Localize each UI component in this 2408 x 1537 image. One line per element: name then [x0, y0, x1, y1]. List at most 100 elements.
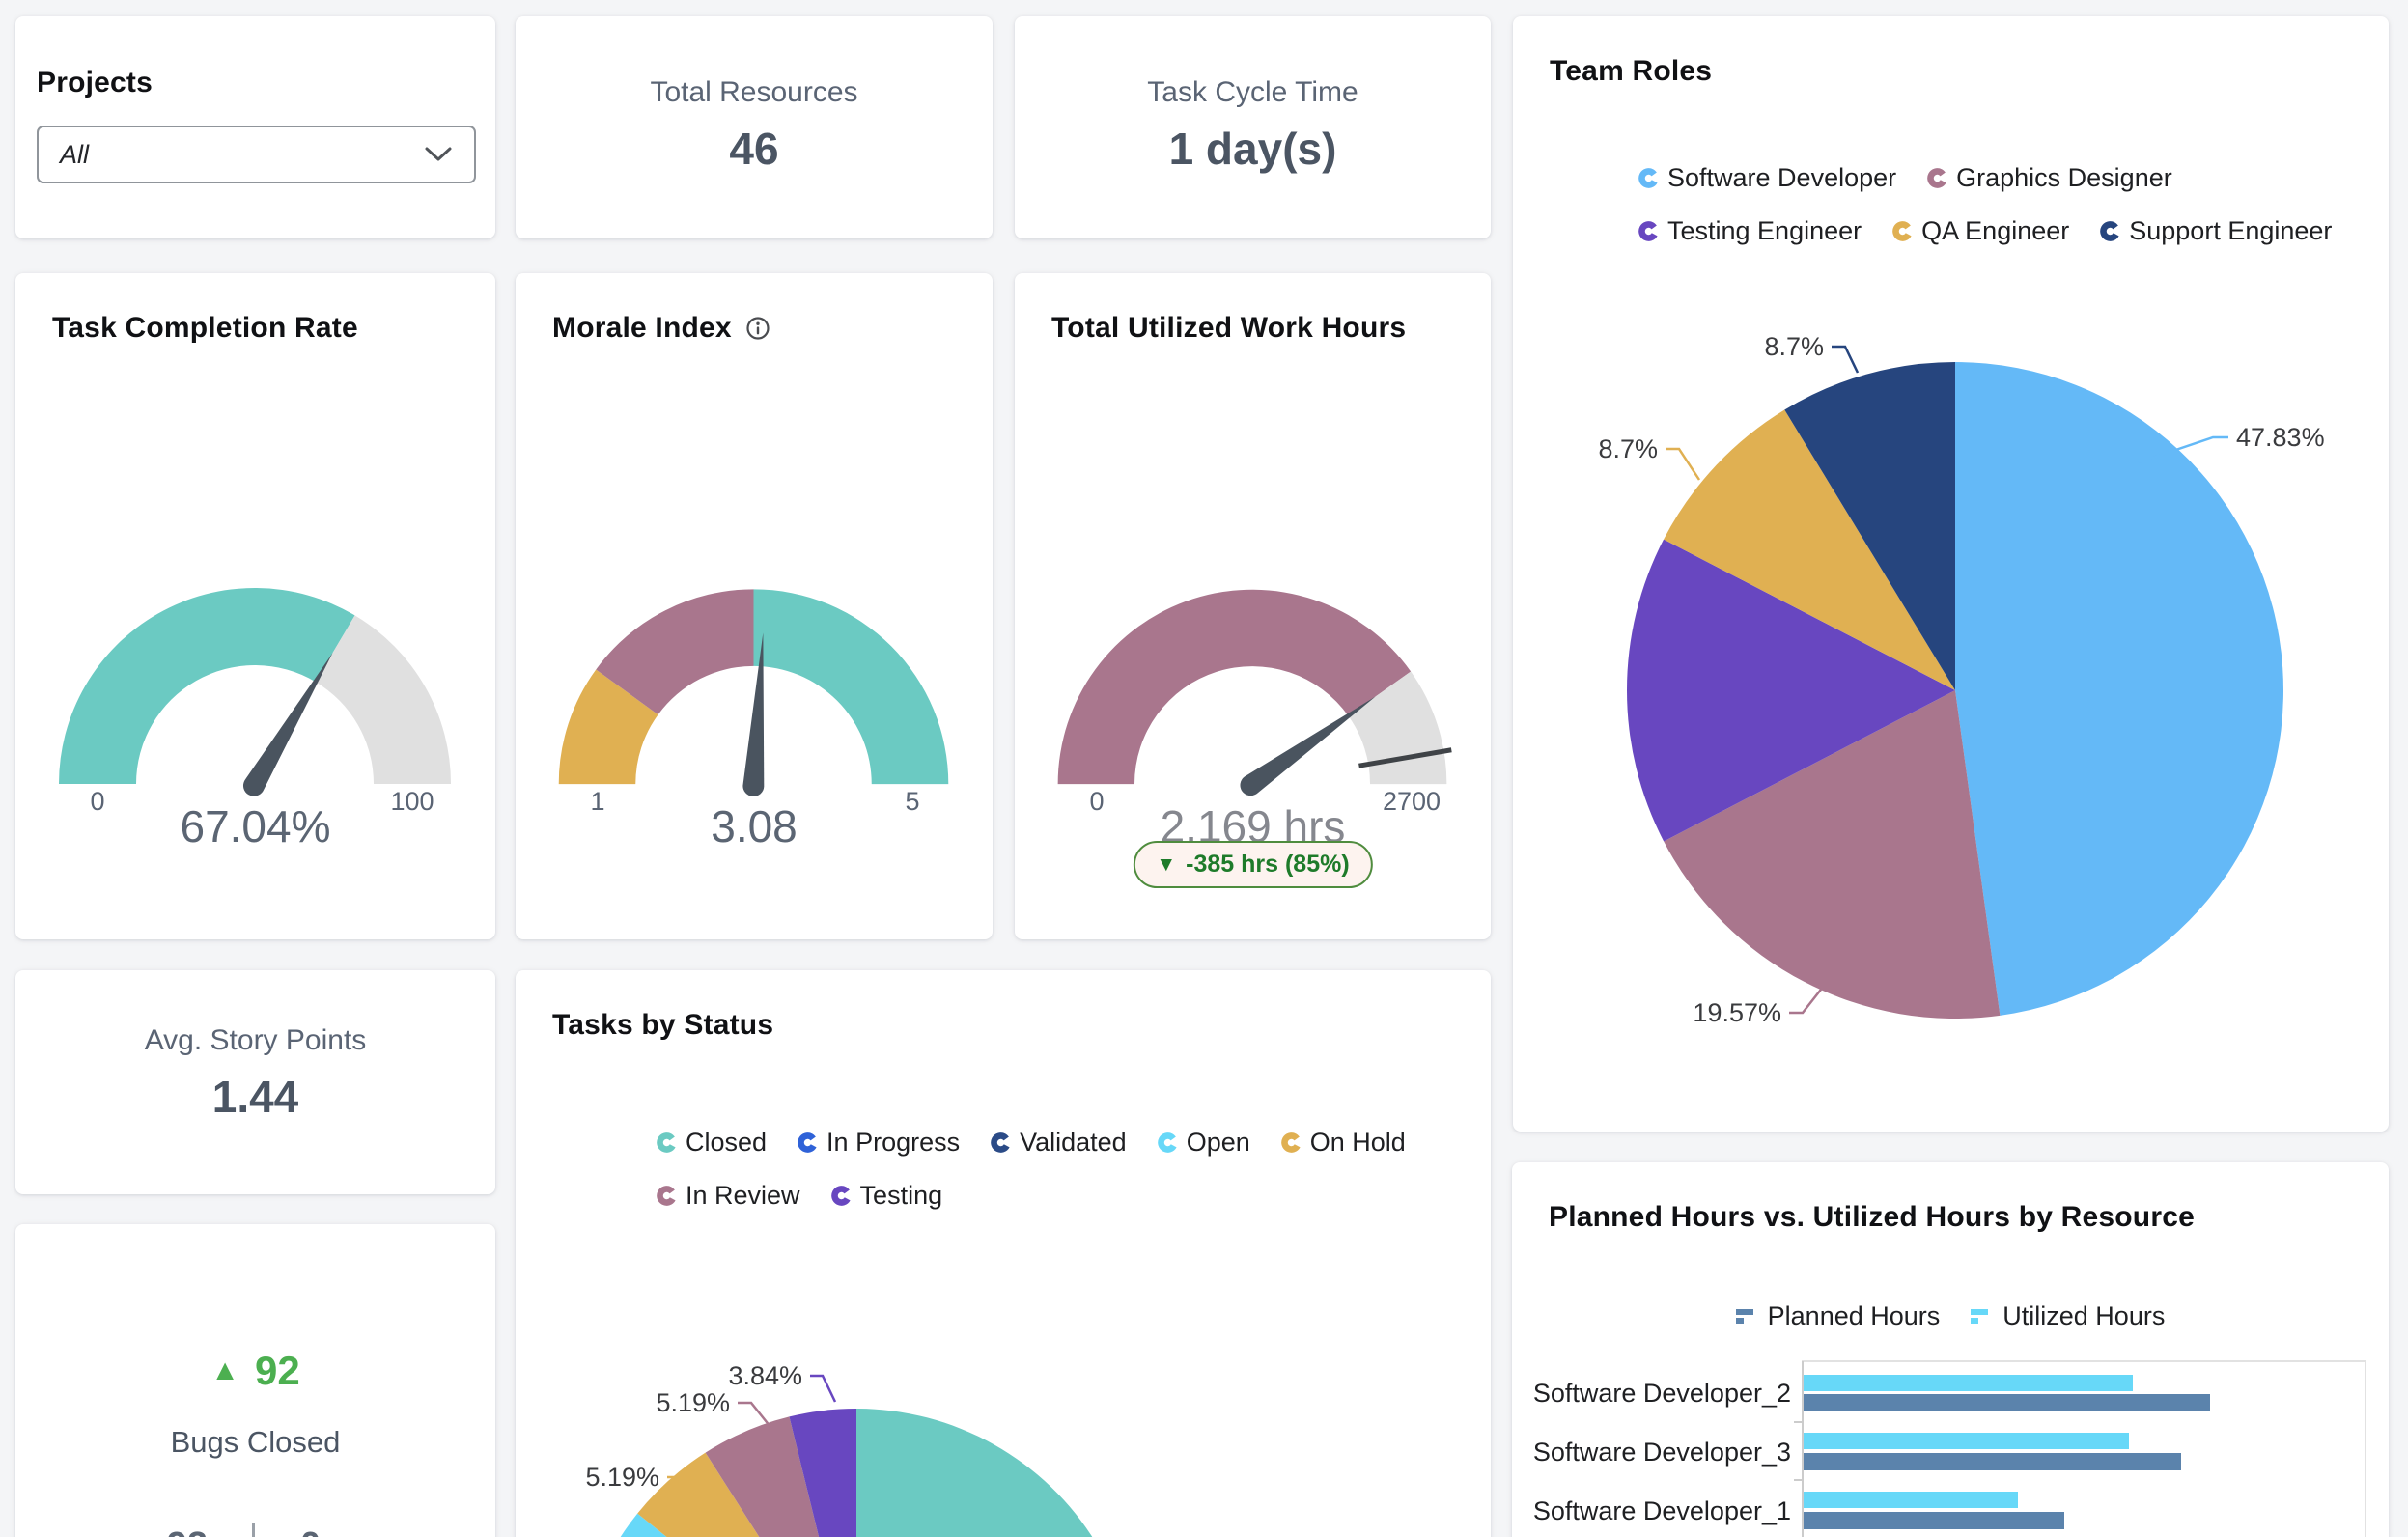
gauge-min-label: 1	[590, 787, 605, 816]
team-roles-pie-chart[interactable]: 47.83% 19.57% 8.7% 8.7%	[1513, 16, 2389, 1132]
morale-index-card: Morale Index 1 5 3.08	[516, 273, 993, 939]
gauge-max-label: 100	[390, 787, 434, 816]
pie-percent-label: 8.7%	[1764, 332, 1824, 361]
legend-label: Closed	[686, 1128, 768, 1157]
legend-label: Graphics Designer	[1956, 163, 2172, 192]
planned-bar[interactable]	[1804, 1394, 2210, 1411]
donut-icon	[798, 1132, 818, 1153]
donut-icon	[1638, 221, 1659, 241]
utilized-hours-gauge	[1057, 589, 1452, 796]
bugs-closed-value: 92	[254, 1348, 300, 1393]
planned-bar[interactable]	[1804, 1512, 2064, 1529]
pie-percent-label: 8.7%	[1598, 434, 1658, 463]
morale-index-value: 3.08	[711, 801, 798, 852]
total-utilized-work-hours-card: Total Utilized Work Hours 0 2700 2,169 h…	[1015, 273, 1491, 939]
donut-icon	[2100, 221, 2121, 241]
planned-vs-utilized-title: Planned Hours vs. Utilized Hours by Reso…	[1549, 1201, 2195, 1233]
donut-icon	[657, 1132, 677, 1153]
donut-icon	[1927, 168, 1947, 188]
donut-icon	[1638, 168, 1659, 188]
legend-label: On Hold	[1309, 1128, 1406, 1157]
team-roles-card: Team Roles Software Developer Graphics D…	[1513, 16, 2389, 1132]
projects-select[interactable]: All	[37, 126, 476, 183]
utilized-bar[interactable]	[1804, 1492, 2018, 1508]
legend-label: Validated	[1020, 1128, 1127, 1157]
tasks-by-status-card: Tasks by Status Closed In Progress Valid…	[516, 970, 1491, 1537]
utilized-bar[interactable]	[1804, 1433, 2129, 1449]
footer-right-value: 0	[300, 1525, 321, 1537]
legend-item-graphics-designer[interactable]: Graphics Designer	[1927, 163, 2172, 193]
legend-item-software-developer[interactable]: Software Developer	[1638, 163, 1896, 193]
legend-label: Testing Engineer	[1667, 216, 1862, 245]
bar-category-label: Software Developer_1	[1533, 1496, 1791, 1525]
avg-story-points-label: Avg. Story Points	[144, 1024, 367, 1056]
footer-divider	[252, 1523, 255, 1537]
avg-story-points-card: Avg. Story Points 1.44	[15, 970, 495, 1194]
bar-chart-icon	[1971, 1309, 1989, 1324]
legend-item-planned-hours[interactable]: Planned Hours	[1735, 1301, 1941, 1331]
footer-left-value: 92	[167, 1525, 208, 1537]
planned-bar[interactable]	[1804, 1453, 2181, 1470]
total-resources-label: Total Resources	[650, 76, 858, 108]
task-completion-gauge	[59, 588, 451, 796]
legend-item-support-engineer[interactable]: Support Engineer	[2100, 216, 2332, 246]
legend-item-qa-engineer[interactable]: QA Engineer	[1892, 216, 2069, 246]
triangle-down-icon: ▼	[1156, 852, 1177, 876]
pie-percent-label: 47.83%	[2236, 423, 2325, 452]
team-roles-title: Team Roles	[1550, 55, 1713, 87]
total-utilized-work-hours-title: Total Utilized Work Hours	[1051, 312, 1407, 344]
gauge-min-label: 0	[1089, 787, 1105, 816]
legend-label: In Progress	[826, 1128, 961, 1157]
legend-label: Support Engineer	[2129, 216, 2333, 245]
donut-icon	[1280, 1132, 1302, 1153]
legend-item-on-hold[interactable]: On Hold	[1280, 1128, 1406, 1158]
planned-vs-utilized-bar-chart[interactable]: Software Developer_2 Software Developer_3…	[1512, 1162, 2389, 1537]
pie-percent-label: 19.57%	[1693, 998, 1781, 1027]
utilized-hours-delta-badge: ▼ -385 hrs (85%)	[1133, 841, 1373, 888]
legend-item-utilized-hours[interactable]: Utilized Hours	[1971, 1301, 2165, 1331]
legend-label: In Review	[686, 1181, 800, 1210]
total-resources-value: 46	[729, 124, 779, 174]
info-icon[interactable]	[745, 316, 770, 341]
legend-item-in-review[interactable]: In Review	[657, 1181, 800, 1211]
tasks-by-status-legend: Closed In Progress Validated Open On Hol…	[657, 1128, 1406, 1211]
legend-item-validated[interactable]: Validated	[991, 1128, 1127, 1158]
pie-percent-label: 5.19%	[656, 1388, 730, 1417]
tasks-by-status-pie-chart[interactable]: 5.19%5.19%3.84%	[516, 970, 1491, 1537]
avg-story-points-value: 1.44	[211, 1072, 299, 1122]
pie-percent-label: 3.84%	[728, 1361, 802, 1390]
legend-item-in-progress[interactable]: In Progress	[798, 1128, 960, 1158]
bar-chart-icon	[1735, 1309, 1753, 1324]
team-roles-legend: Software Developer Graphics Designer Tes…	[1638, 163, 2332, 246]
chevron-down-icon	[425, 147, 452, 161]
morale-index-gauge	[558, 589, 949, 796]
projects-title: Projects	[37, 67, 153, 98]
legend-item-closed[interactable]: Closed	[657, 1128, 767, 1158]
utilized-bar[interactable]	[1804, 1375, 2133, 1391]
legend-item-testing[interactable]: Testing	[830, 1181, 942, 1211]
bar-category-label: Software Developer_3	[1533, 1438, 1791, 1467]
bugs-closed-card: ▲ 92 Bugs Closed 92 0	[15, 1224, 495, 1537]
legend-item-open[interactable]: Open	[1157, 1128, 1250, 1158]
legend-label: Planned Hours	[1767, 1301, 1941, 1330]
task-cycle-time-value: 1 day(s)	[1168, 124, 1337, 174]
donut-icon	[1892, 221, 1913, 241]
legend-item-testing-engineer[interactable]: Testing Engineer	[1638, 216, 1862, 246]
gauge-max-label: 2700	[1382, 787, 1442, 816]
gauge-min-label: 0	[90, 787, 105, 816]
legend-label: QA Engineer	[1921, 216, 2070, 245]
legend-label: Open	[1186, 1128, 1250, 1157]
morale-index-title: Morale Index	[552, 312, 732, 344]
task-cycle-time-card: Task Cycle Time 1 day(s)	[1015, 16, 1491, 238]
donut-icon	[1157, 1132, 1178, 1153]
donut-icon	[657, 1186, 677, 1206]
projects-select-value: All	[60, 139, 90, 169]
projects-card: Projects All	[15, 16, 495, 238]
triangle-up-icon: ▲	[210, 1355, 239, 1386]
planned-vs-utilized-card: Planned Hours vs. Utilized Hours by Reso…	[1512, 1162, 2389, 1537]
total-resources-card: Total Resources 46	[516, 16, 993, 238]
legend-label: Utilized Hours	[2002, 1301, 2166, 1330]
bar-category-label: Software Developer_2	[1533, 1379, 1791, 1408]
pie-percent-label: 5.19%	[585, 1463, 659, 1492]
task-completion-value: 67.04%	[180, 801, 331, 852]
